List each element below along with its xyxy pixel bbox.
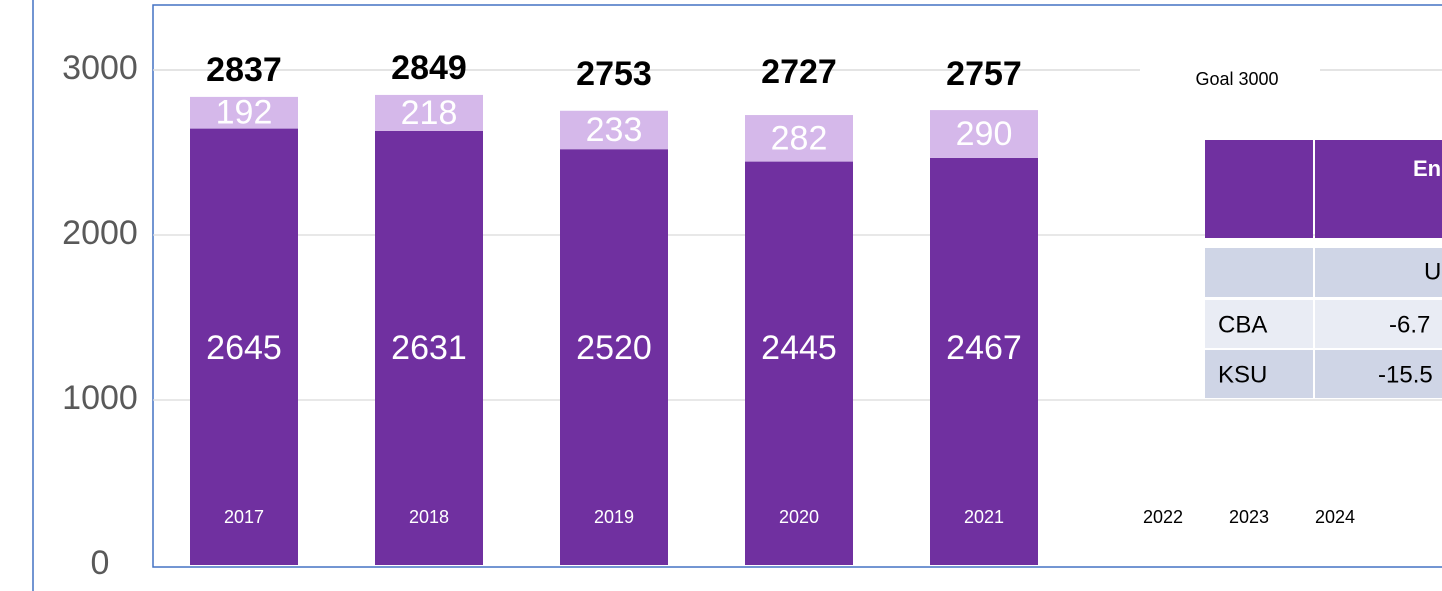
bar-segment	[745, 115, 853, 162]
table-row	[1315, 248, 1442, 297]
value-label: 2631	[391, 329, 467, 367]
bar-segment	[190, 128, 298, 565]
bar-segment	[190, 96, 298, 129]
value-label: 2467	[946, 329, 1022, 367]
value-label: 233	[586, 111, 643, 149]
table-cell: CBA	[1218, 311, 1267, 338]
table-cell: -6.7	[1389, 311, 1430, 338]
y-tick-label: 2000	[62, 214, 138, 252]
table-row	[1205, 248, 1313, 297]
x-tick-label: 2021	[964, 507, 1004, 527]
x-tick-label: 2019	[594, 507, 634, 527]
table-row	[1315, 300, 1442, 348]
bar-segment	[560, 110, 668, 150]
value-label: 2520	[576, 329, 652, 367]
value-label: 2445	[761, 329, 837, 367]
x-tick-label: 2017	[224, 507, 264, 527]
plot-frame	[152, 4, 1442, 568]
total-label: 2837	[206, 51, 282, 89]
table-cell: KSU	[1218, 361, 1267, 388]
goal-label-bg	[1140, 48, 1320, 92]
goal-label: Goal 3000	[1195, 69, 1278, 89]
y-tick-label: 1000	[62, 379, 138, 417]
table-header-text: En	[1413, 156, 1441, 181]
bar-segment	[375, 130, 483, 565]
x-tick-label: 2018	[409, 507, 449, 527]
table-row	[1205, 350, 1313, 398]
table-row	[1315, 350, 1442, 398]
bar-segment	[745, 161, 853, 565]
table-header	[1315, 140, 1442, 238]
total-label: 2727	[761, 53, 837, 91]
bar-segment	[930, 110, 1038, 158]
x-tick-label: 2023	[1229, 507, 1269, 527]
bar-segment	[375, 94, 483, 131]
total-label: 2753	[576, 55, 652, 93]
y-tick-label: 0	[91, 544, 110, 582]
table-cell: -15.5	[1378, 361, 1433, 388]
table-row	[1205, 300, 1313, 348]
value-label: 290	[956, 115, 1013, 153]
value-label: 282	[771, 119, 828, 157]
table-subheader: U	[1424, 258, 1441, 285]
bar-segment	[930, 157, 1038, 565]
bar-segment	[560, 149, 668, 565]
x-tick-label: 2020	[779, 507, 819, 527]
value-label: 2645	[206, 329, 282, 367]
total-label: 2757	[946, 55, 1022, 93]
value-label: 192	[216, 94, 273, 132]
y-tick-label: 3000	[62, 49, 138, 87]
value-label: 218	[401, 94, 458, 132]
x-tick-label: 2024	[1315, 507, 1355, 527]
total-label: 2849	[391, 49, 467, 87]
table-header	[1205, 140, 1313, 238]
x-tick-label: 2022	[1143, 507, 1183, 527]
